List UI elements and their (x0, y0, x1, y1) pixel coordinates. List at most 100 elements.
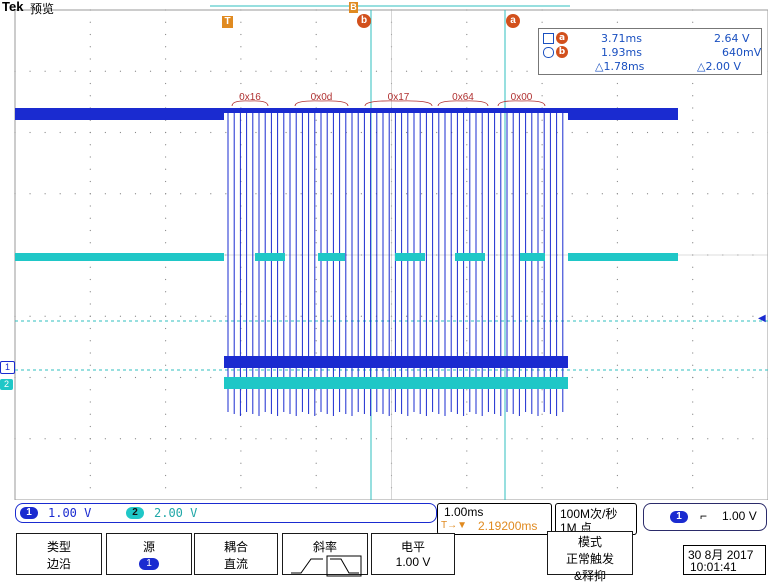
bus-brace (497, 100, 546, 107)
grid-dot (466, 229, 468, 232)
grid-dot (526, 193, 528, 195)
bus-label-3: 0x64 (452, 92, 474, 103)
grid-dot (119, 438, 122, 440)
timebase-panel[interactable]: 1.00ms T→▼ 2.19200ms (437, 503, 552, 535)
grid-dot (541, 327, 543, 330)
ch1-scale: 1.00 V (48, 506, 92, 520)
grid-dot (661, 376, 664, 379)
grid-dot (315, 340, 317, 342)
ch2-ground-marker[interactable]: 2 (0, 379, 13, 390)
grid-dot (616, 82, 619, 85)
channel-scale-panel[interactable]: 1 1.00 V 2 2.00 V (15, 503, 437, 523)
grid-dot (541, 425, 543, 428)
menu-level-button[interactable]: 电平 1.00 V (371, 533, 455, 575)
grid-dot (89, 389, 91, 391)
grid-dot (360, 315, 362, 317)
grid-dot (29, 376, 31, 379)
grid-dot (526, 438, 528, 440)
grid-dot (541, 291, 543, 293)
grid-dot (466, 352, 468, 354)
cursor-b-circle-icon (543, 47, 554, 58)
grid-dot (541, 401, 543, 403)
trigger-source-chip: 1 (670, 511, 688, 523)
grid-dot (165, 364, 167, 366)
menu-coupling-button[interactable]: 耦合 直流 (194, 533, 278, 575)
grid-dot (14, 193, 16, 195)
grid-dot (692, 291, 694, 293)
cursor-readout-panel: a 3.71ms 2.64 V b 1.93ms 640mV △1.78ms △… (538, 28, 762, 75)
grid-dot (692, 303, 694, 305)
grid-dot (255, 193, 257, 195)
grid-dot (466, 425, 468, 428)
grid-dot (89, 303, 91, 305)
grid-dot (541, 450, 543, 452)
ch1-ground-marker[interactable]: 1 (0, 361, 15, 374)
grid-dot (511, 315, 513, 317)
cursor-b-marker[interactable]: b (357, 14, 371, 28)
grid-dot (119, 131, 122, 134)
grid-dot (752, 438, 754, 440)
grid-dot (255, 315, 257, 317)
grid-dot (466, 266, 468, 268)
grid-dot (165, 205, 167, 207)
grid-dot (165, 278, 167, 281)
grid-dot (29, 70, 31, 72)
grid-dot (315, 58, 317, 60)
grid-dot (466, 58, 468, 60)
grid-dot (165, 131, 167, 134)
grid-dot (44, 70, 46, 72)
grid-dot (722, 131, 724, 134)
grid-dot (134, 376, 137, 379)
horizontal-position-marker[interactable]: B (349, 2, 358, 13)
grid-dot (616, 303, 619, 305)
grid-dot (44, 376, 46, 379)
grid-dot (541, 474, 543, 477)
grid-dot (496, 131, 498, 134)
grid-dot (240, 425, 242, 428)
grid-dot (210, 376, 212, 379)
grid-dot (616, 95, 619, 97)
grid-dot (466, 217, 468, 219)
grid-dot (616, 205, 619, 207)
cursor-a-marker[interactable]: a (506, 14, 520, 28)
grid-dot (89, 487, 91, 489)
menu-slope-button[interactable]: 斜率 (282, 533, 368, 577)
grid-dot (692, 168, 694, 170)
grid-dot (315, 462, 317, 464)
grid-dot (74, 70, 76, 72)
grid-dot (405, 70, 408, 72)
grid-dot (466, 340, 468, 342)
grid-dot (330, 131, 332, 134)
grid-dot (29, 438, 31, 440)
grid-dot (240, 95, 242, 97)
grid-dot (315, 474, 317, 477)
grid-dot (89, 229, 91, 232)
trigger-status-panel[interactable]: 1 ⌐ 1.00 V (643, 503, 767, 531)
grid-dot (315, 389, 317, 391)
grid-dot (165, 291, 167, 293)
grid-dot (210, 193, 212, 195)
grid-dot (707, 193, 709, 195)
falling-slope-icon (330, 558, 359, 574)
menu-type-button[interactable]: 类型 边沿 (16, 533, 102, 575)
grid-dot (526, 131, 528, 134)
grid-dot (466, 70, 468, 72)
grid-dot (104, 376, 106, 379)
ch2-high-segment (318, 253, 345, 261)
menu-source-button[interactable]: 源 1 (106, 533, 192, 575)
menu-mode-button[interactable]: 模式 正常触发 &释抑 (547, 531, 633, 583)
grid-dot (300, 193, 302, 195)
grid-dot (692, 82, 694, 85)
grid-dot (89, 58, 91, 60)
grid-dot (149, 376, 152, 379)
trigger-position-marker[interactable]: T (222, 16, 233, 28)
grid-dot (496, 70, 498, 72)
waveform-display[interactable]: 0x16 0x0d 0x17 0x64 0x00 (0, 0, 768, 500)
menu-source-value-wrap: 1 (107, 555, 191, 570)
trigger-level-arrow-icon[interactable]: ◀ (758, 313, 766, 324)
grid-dot (616, 193, 619, 195)
grid-dot (692, 376, 694, 379)
grid-dot (646, 193, 649, 195)
grid-dot (119, 376, 122, 379)
grid-dot (14, 131, 16, 134)
